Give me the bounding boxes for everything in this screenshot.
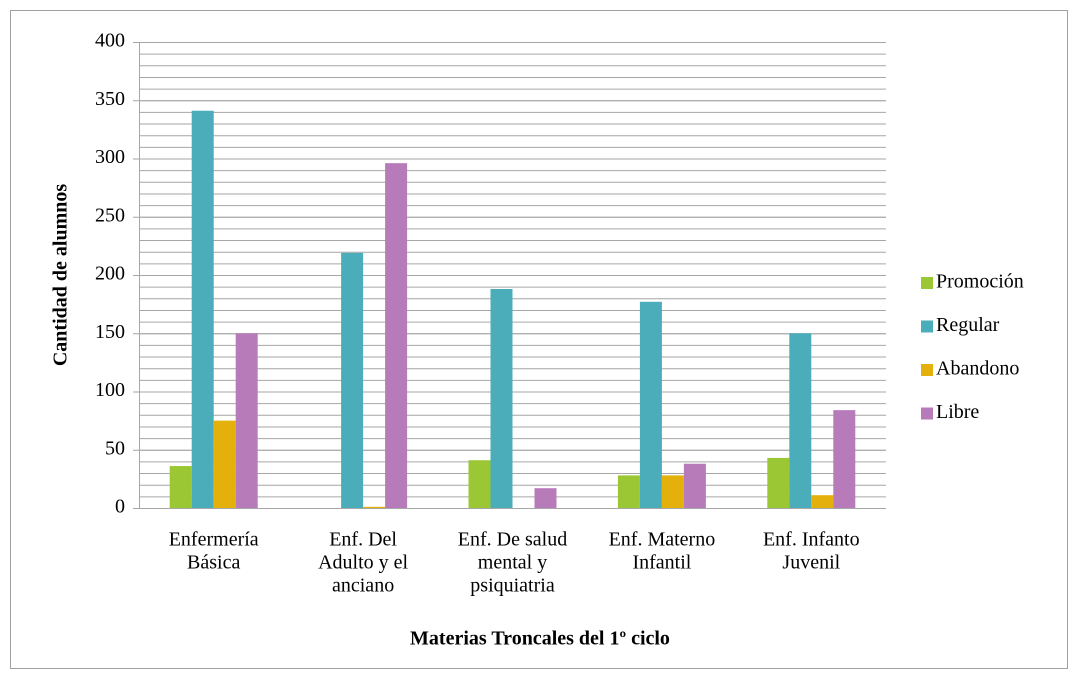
x-tick-label: Básica — [187, 552, 240, 574]
bar — [490, 288, 513, 508]
bar — [341, 252, 364, 508]
y-tick-label: 250 — [95, 204, 125, 226]
x-tick-label: psiquiatria — [470, 575, 555, 597]
bar — [789, 333, 812, 508]
y-tick-label: 0 — [115, 496, 125, 518]
legend-swatch — [921, 277, 933, 289]
y-tick-label: 300 — [95, 146, 125, 168]
y-tick-label: 150 — [95, 321, 125, 343]
bar — [767, 457, 790, 508]
x-tick-label: Enf. Del — [329, 529, 397, 551]
y-axis-label: Cantidad de alumnos — [50, 184, 72, 366]
bar — [661, 475, 684, 508]
bar — [468, 460, 491, 508]
bar — [363, 506, 386, 508]
x-tick-label: anciano — [332, 575, 394, 597]
bar — [169, 466, 192, 508]
legend-label: Regular — [936, 314, 1000, 336]
bar — [833, 410, 856, 508]
x-tick-label: Enf. Infanto — [763, 529, 860, 551]
x-tick-label: Infantil — [632, 552, 691, 574]
y-tick-label: 400 — [95, 30, 125, 52]
y-tick-label: 50 — [105, 437, 125, 459]
legend-swatch — [921, 364, 933, 376]
legend-label: Libre — [936, 401, 979, 423]
legend-swatch — [921, 320, 933, 333]
x-axis-label: Materias Troncales del 1º ciclo — [410, 628, 670, 650]
x-tick-label: Enf. De salud — [458, 529, 567, 551]
x-tick-label: mental y — [478, 552, 547, 574]
bar — [639, 301, 662, 508]
bar — [191, 110, 214, 509]
bar — [235, 333, 258, 508]
y-tick-label: 200 — [95, 263, 125, 285]
x-tick-label: Enfermería — [169, 529, 259, 551]
x-tick-label: Adulto y el — [318, 552, 408, 574]
bar — [683, 463, 706, 508]
y-tick-label: 100 — [95, 379, 125, 401]
legend-swatch — [921, 407, 933, 420]
legend-label: Promoción — [936, 271, 1024, 293]
x-tick-label: Enf. Materno — [609, 529, 716, 551]
legend-label: Abandono — [936, 358, 1019, 380]
bar — [534, 488, 557, 508]
bar — [811, 495, 834, 508]
bar — [385, 163, 408, 508]
bar — [213, 420, 236, 508]
y-tick-label: 350 — [95, 88, 125, 110]
x-tick-label: Juvenil — [782, 552, 840, 574]
chart-border — [10, 10, 1068, 669]
bar — [617, 475, 640, 508]
